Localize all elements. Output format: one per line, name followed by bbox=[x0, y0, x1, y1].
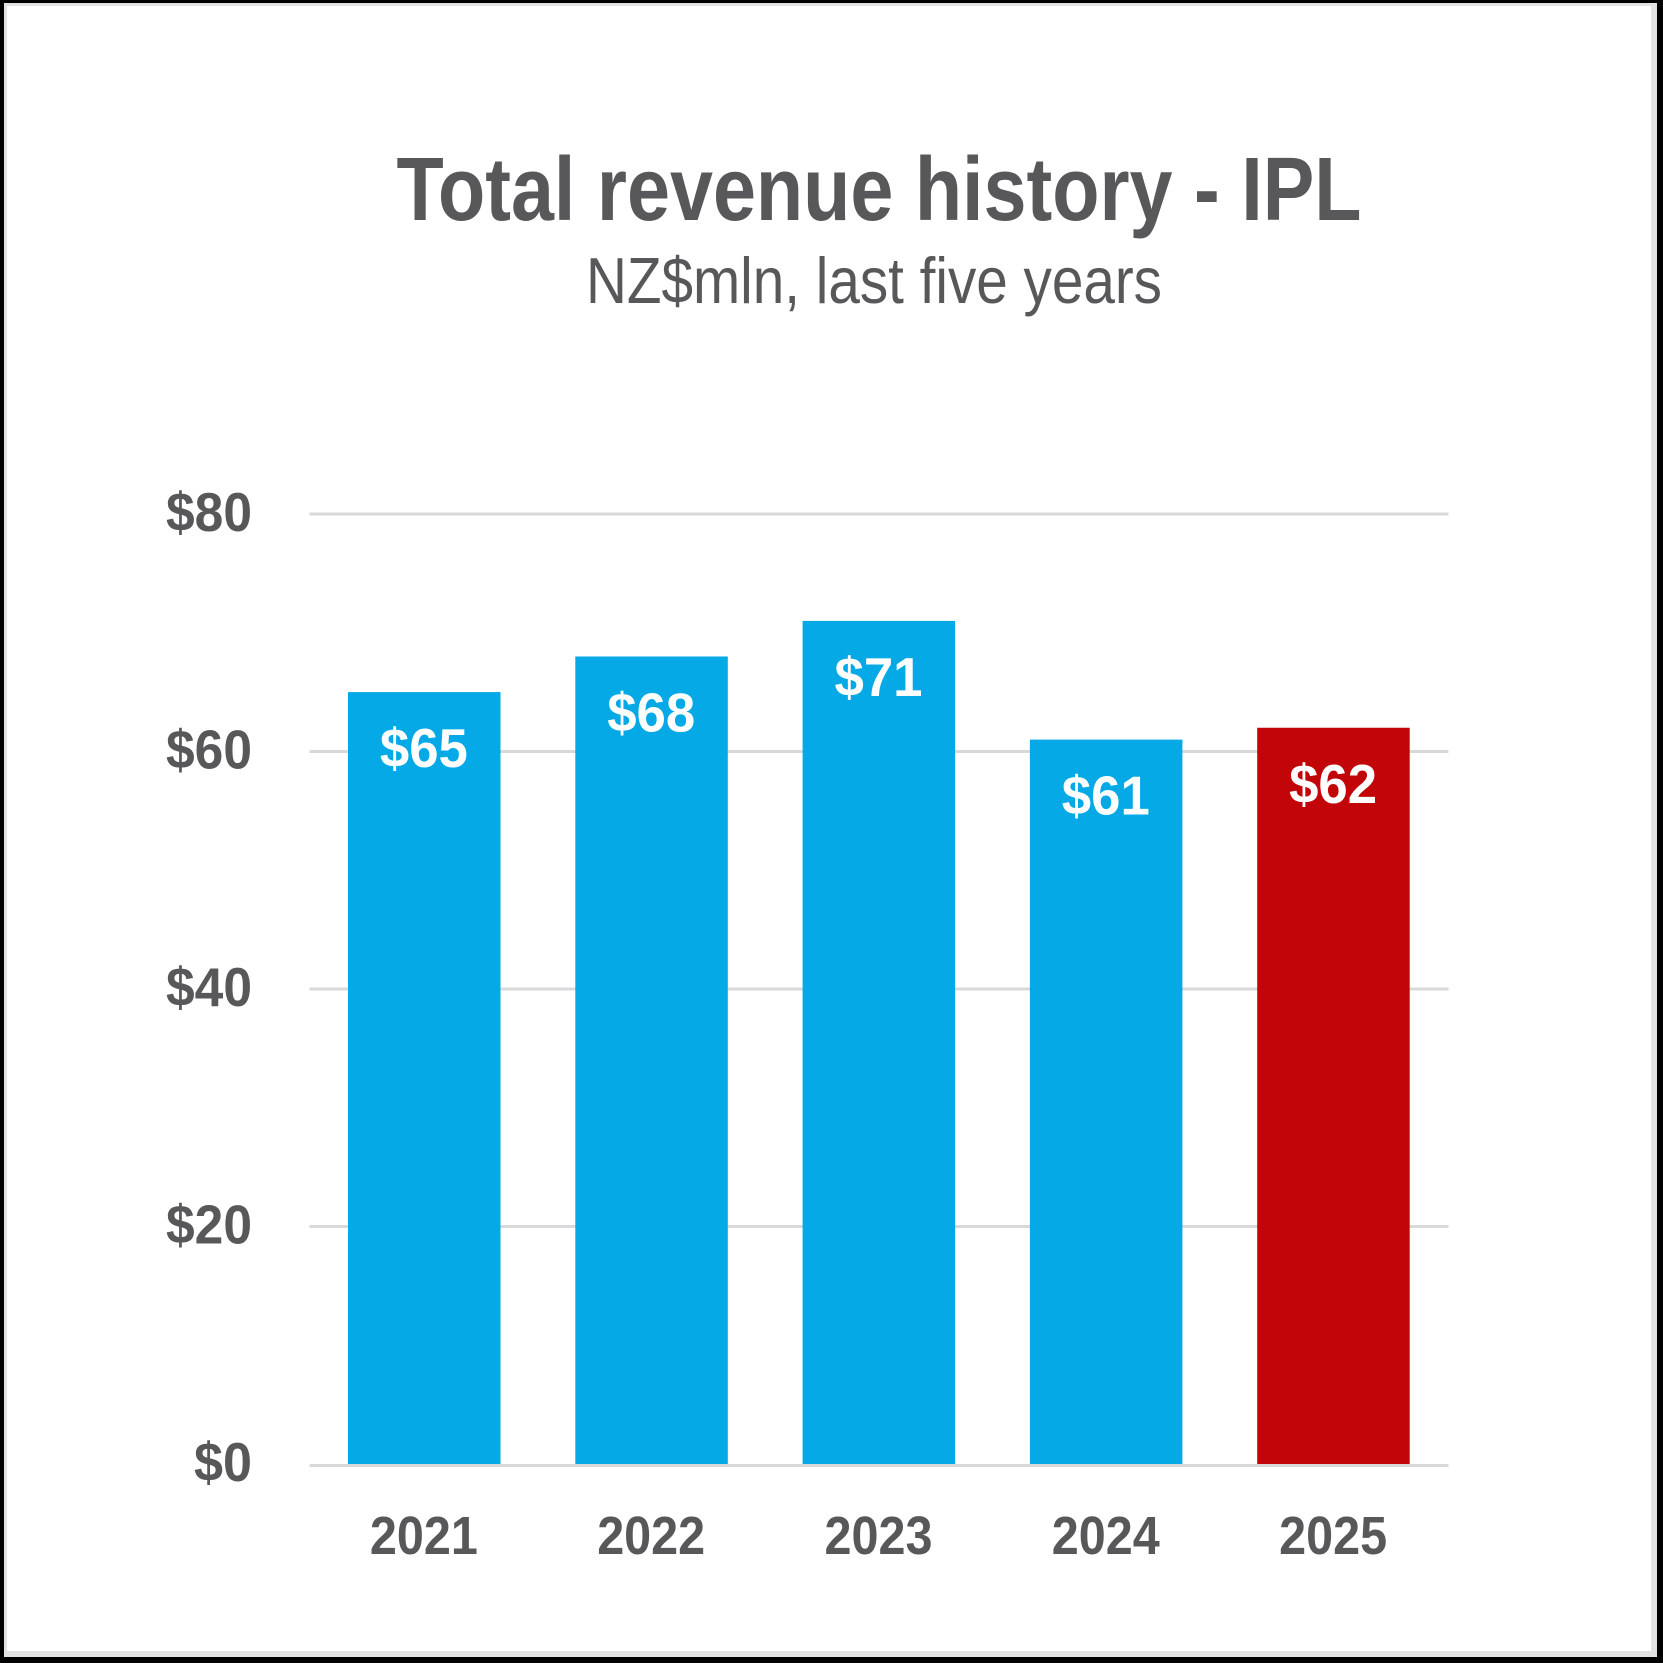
svg-text:2025: 2025 bbox=[1279, 1506, 1387, 1566]
svg-text:$0: $0 bbox=[194, 1431, 252, 1493]
svg-text:2024: 2024 bbox=[1052, 1506, 1160, 1566]
svg-text:$71: $71 bbox=[835, 646, 923, 708]
svg-text:$62: $62 bbox=[1289, 753, 1377, 815]
svg-text:$68: $68 bbox=[607, 682, 695, 744]
svg-text:$20: $20 bbox=[166, 1194, 252, 1256]
svg-text:NZ$mln, last five years: NZ$mln, last five years bbox=[586, 244, 1162, 317]
svg-text:Total revenue history - IPL: Total revenue history - IPL bbox=[397, 140, 1362, 240]
svg-text:$60: $60 bbox=[166, 719, 252, 781]
svg-text:2023: 2023 bbox=[825, 1506, 933, 1566]
svg-text:$40: $40 bbox=[166, 956, 252, 1018]
svg-text:2021: 2021 bbox=[370, 1506, 478, 1566]
svg-text:$61: $61 bbox=[1062, 765, 1150, 827]
svg-text:2022: 2022 bbox=[597, 1506, 705, 1566]
svg-text:$65: $65 bbox=[380, 717, 468, 779]
svg-text:$80: $80 bbox=[166, 481, 252, 543]
